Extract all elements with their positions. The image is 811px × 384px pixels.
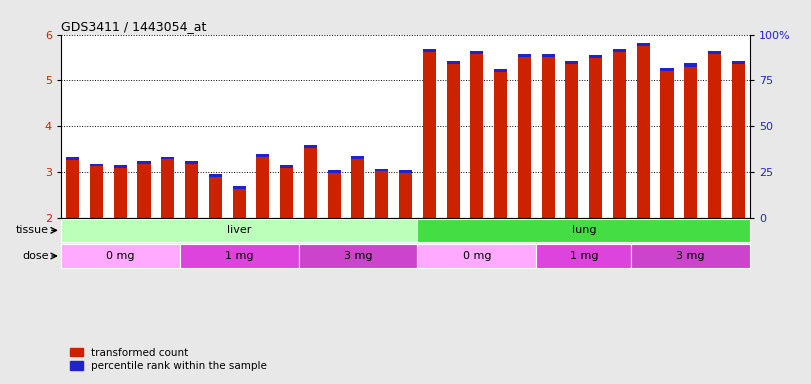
- Text: GDS3411 / 1443054_at: GDS3411 / 1443054_at: [61, 20, 206, 33]
- Bar: [637, 43, 650, 46]
- Bar: [517, 58, 531, 218]
- Bar: [375, 171, 388, 218]
- Bar: [233, 187, 246, 189]
- Bar: [61, 245, 180, 268]
- Bar: [536, 245, 631, 268]
- Bar: [114, 166, 127, 168]
- Bar: [423, 49, 436, 52]
- Bar: [375, 169, 388, 171]
- Bar: [418, 245, 536, 268]
- Bar: [542, 58, 555, 218]
- Bar: [565, 61, 578, 64]
- Bar: [637, 46, 650, 218]
- Bar: [565, 64, 578, 218]
- Bar: [631, 245, 750, 268]
- Text: 1 mg: 1 mg: [225, 251, 253, 261]
- Bar: [732, 61, 744, 64]
- Bar: [399, 170, 412, 173]
- Bar: [280, 168, 294, 218]
- Bar: [114, 168, 127, 218]
- Bar: [90, 164, 103, 166]
- Bar: [161, 157, 174, 159]
- Bar: [542, 54, 555, 58]
- Bar: [180, 245, 298, 268]
- Bar: [328, 173, 341, 218]
- Bar: [256, 157, 269, 218]
- Bar: [684, 66, 697, 218]
- Bar: [90, 166, 103, 218]
- Bar: [732, 64, 744, 218]
- Bar: [517, 54, 531, 58]
- Bar: [280, 166, 294, 168]
- Bar: [67, 157, 79, 161]
- Text: dose: dose: [23, 251, 49, 261]
- Bar: [185, 161, 198, 164]
- Bar: [494, 69, 507, 72]
- Bar: [298, 245, 418, 268]
- Bar: [138, 164, 151, 218]
- Text: liver: liver: [227, 225, 251, 235]
- Bar: [660, 68, 673, 71]
- Legend: transformed count, percentile rank within the sample: transformed count, percentile rank withi…: [66, 344, 271, 375]
- Text: 0 mg: 0 mg: [462, 251, 491, 261]
- Bar: [67, 161, 79, 218]
- Bar: [161, 159, 174, 218]
- Bar: [399, 173, 412, 218]
- Bar: [351, 156, 364, 159]
- Bar: [208, 177, 222, 218]
- Text: lung: lung: [572, 225, 596, 235]
- Bar: [470, 54, 483, 218]
- Bar: [589, 55, 603, 58]
- Bar: [684, 63, 697, 66]
- Text: 0 mg: 0 mg: [106, 251, 135, 261]
- Bar: [613, 49, 626, 52]
- Bar: [423, 52, 436, 218]
- Bar: [208, 174, 222, 177]
- Bar: [589, 58, 603, 218]
- Bar: [138, 161, 151, 164]
- Bar: [233, 189, 246, 218]
- Bar: [61, 219, 418, 242]
- Bar: [418, 219, 750, 242]
- Bar: [256, 154, 269, 157]
- Text: 3 mg: 3 mg: [344, 251, 372, 261]
- Bar: [447, 64, 460, 218]
- Bar: [660, 71, 673, 218]
- Bar: [304, 145, 317, 148]
- Bar: [185, 164, 198, 218]
- Text: 3 mg: 3 mg: [676, 251, 705, 261]
- Bar: [708, 51, 721, 54]
- Bar: [494, 72, 507, 218]
- Text: tissue: tissue: [16, 225, 49, 235]
- Bar: [304, 148, 317, 218]
- Text: 1 mg: 1 mg: [569, 251, 598, 261]
- Bar: [470, 51, 483, 54]
- Bar: [447, 61, 460, 64]
- Bar: [613, 52, 626, 218]
- Bar: [351, 159, 364, 218]
- Bar: [708, 54, 721, 218]
- Bar: [328, 170, 341, 173]
